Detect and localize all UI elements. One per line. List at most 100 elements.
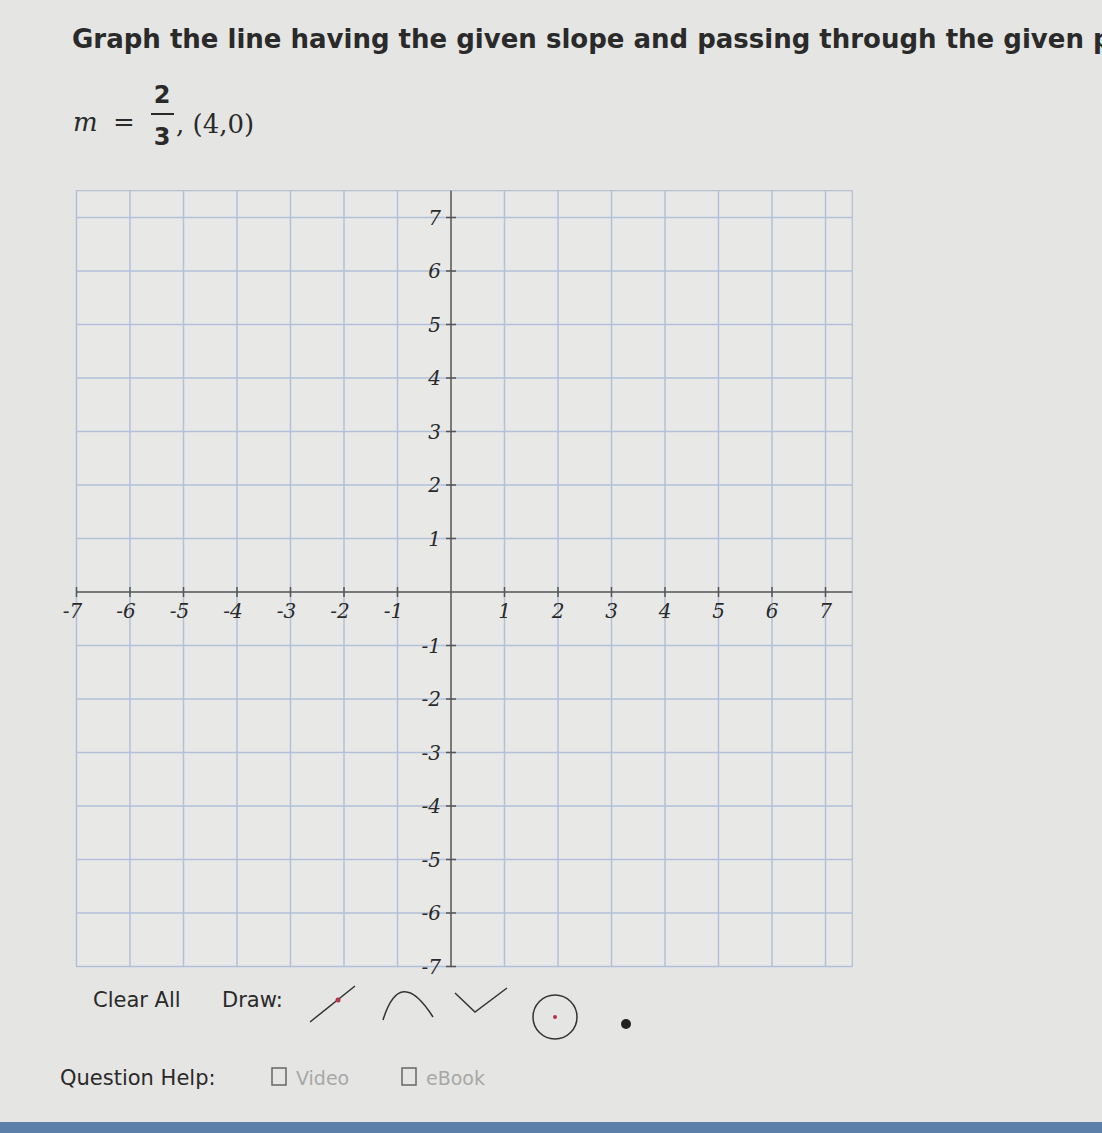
point-tool[interactable] xyxy=(621,1019,631,1029)
y-tick xyxy=(446,538,456,540)
y-tick xyxy=(446,217,456,219)
grid-line-x xyxy=(557,191,559,967)
x-tick xyxy=(718,587,720,597)
y-tick xyxy=(446,966,456,968)
grid-line-y xyxy=(77,484,853,486)
grid-line-x xyxy=(290,191,292,967)
line-tool[interactable] xyxy=(310,986,355,1022)
x-tick xyxy=(343,587,345,597)
fraction-bar xyxy=(151,113,174,115)
y-tick xyxy=(446,859,456,861)
x-tick-label: 1 xyxy=(498,599,511,623)
x-tick-label: -7 xyxy=(63,599,83,623)
x-tick-label: -2 xyxy=(330,599,349,623)
y-tick-label: 5 xyxy=(428,313,441,337)
grid-line-x xyxy=(771,191,773,967)
parabola-up-tool[interactable] xyxy=(383,992,433,1020)
doc-icon xyxy=(402,1068,416,1085)
x-tick-label: 4 xyxy=(658,599,672,623)
grid-line-y xyxy=(77,966,853,968)
x-axis xyxy=(77,591,853,593)
x-tick-label: -1 xyxy=(384,599,403,623)
grid-line-x xyxy=(825,191,827,967)
grid-line-y xyxy=(77,217,853,219)
y-tick-label: 7 xyxy=(428,206,441,230)
y-axis xyxy=(450,191,452,967)
grid-line-x xyxy=(236,191,238,967)
circle-tool[interactable] xyxy=(533,995,577,1039)
draw-label: Draw: xyxy=(222,988,283,1012)
x-tick-label: 2 xyxy=(551,599,565,623)
grid-line-y xyxy=(77,645,853,647)
y-tick-label: -2 xyxy=(422,687,441,711)
y-tick xyxy=(446,912,456,914)
grid-line-y xyxy=(77,698,853,700)
bottom-bar xyxy=(0,1122,1102,1133)
y-tick-label: 6 xyxy=(428,259,441,283)
plot: -7-6-5-4-3-2-11234567-7-6-5-4-3-2-112345… xyxy=(63,191,852,979)
grid-line-y xyxy=(77,270,853,272)
grid-line-y xyxy=(77,859,853,861)
x-tick xyxy=(557,587,559,597)
grid-line-y xyxy=(77,912,853,914)
y-tick-label: 4 xyxy=(427,366,441,390)
y-tick xyxy=(446,324,456,326)
y-tick xyxy=(446,805,456,807)
x-tick xyxy=(504,587,506,597)
y-tick-label: -4 xyxy=(422,794,441,818)
grid-line-x xyxy=(504,191,506,967)
y-tick-label: -5 xyxy=(422,848,441,872)
x-tick xyxy=(664,587,666,597)
y-tick-label: -1 xyxy=(422,634,441,658)
x-tick-label: -4 xyxy=(223,599,242,623)
x-tick-label: 7 xyxy=(819,599,832,623)
draw-tools xyxy=(310,986,631,1039)
x-tick xyxy=(397,587,399,597)
x-tick xyxy=(771,587,773,597)
x-tick xyxy=(76,587,78,597)
plot-frame xyxy=(77,191,853,967)
x-tick-label: 6 xyxy=(766,599,779,623)
x-tick xyxy=(611,587,613,597)
x-tick-label: -5 xyxy=(170,599,189,623)
y-tick xyxy=(446,377,456,379)
y-tick-label: 2 xyxy=(427,473,441,497)
grid-line-x xyxy=(129,191,131,967)
x-tick-label: 5 xyxy=(712,599,725,623)
y-tick xyxy=(446,431,456,433)
x-tick xyxy=(290,587,292,597)
grid-line-x xyxy=(183,191,185,967)
grid-line-y xyxy=(77,805,853,807)
y-tick xyxy=(446,752,456,754)
y-tick xyxy=(446,698,456,700)
help-link[interactable]: eBook xyxy=(426,1067,485,1089)
x-tick-label: -3 xyxy=(277,599,296,623)
abs-tool[interactable] xyxy=(455,988,507,1012)
grid-line-x xyxy=(343,191,345,967)
y-tick xyxy=(446,645,456,647)
grid-line-x xyxy=(76,191,78,967)
y-tick xyxy=(446,484,456,486)
line-tool-dot xyxy=(336,998,341,1003)
clear-all[interactable]: Clear All xyxy=(93,988,181,1012)
y-tick-label: -7 xyxy=(422,955,442,979)
x-tick-label: -6 xyxy=(116,599,136,623)
grid-line-y xyxy=(77,752,853,754)
help-label: Question Help: xyxy=(60,1066,216,1090)
x-tick xyxy=(236,587,238,597)
grid-line-y xyxy=(77,324,853,326)
grid-line-y xyxy=(77,377,853,379)
y-tick-label: 1 xyxy=(428,527,441,551)
grid-line-x xyxy=(397,191,399,967)
point: , (4,0) xyxy=(176,109,254,139)
x-tick xyxy=(183,587,185,597)
grid-line-x xyxy=(718,191,720,967)
help-link[interactable]: Video xyxy=(296,1067,349,1089)
grid-line-x xyxy=(664,191,666,967)
y-tick xyxy=(446,270,456,272)
y-tick-label: -3 xyxy=(422,741,441,765)
grid-line-y xyxy=(77,538,853,540)
numerator: 2 xyxy=(154,81,171,109)
y-tick-label: -6 xyxy=(422,901,442,925)
grid-line-x xyxy=(611,191,613,967)
